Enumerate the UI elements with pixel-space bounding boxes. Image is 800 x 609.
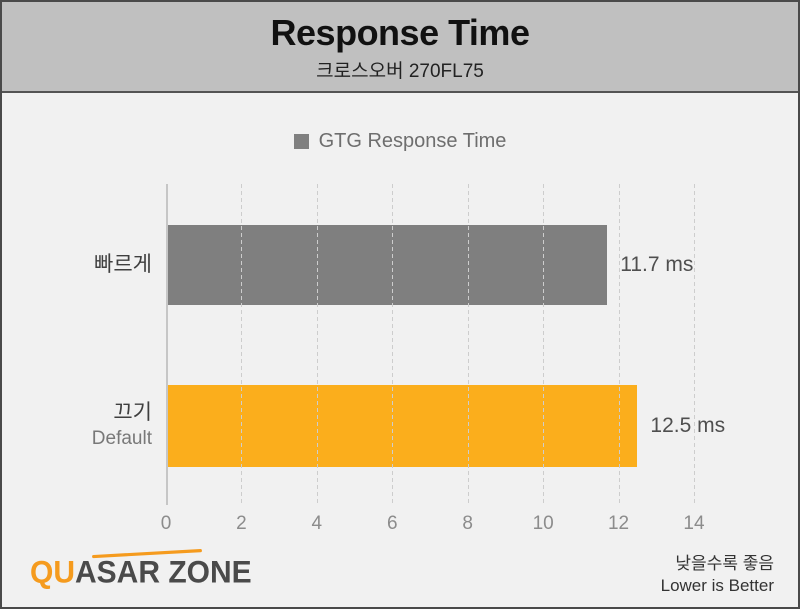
x-axis-line (166, 184, 168, 505)
bar (166, 225, 608, 305)
gridline-x-6 (392, 184, 394, 505)
bar-row: 빠르게 11.7 ms (94, 225, 694, 305)
x-tick-label: 10 (532, 513, 554, 534)
bar-row: 끄기 Default 12.5 ms (92, 385, 725, 467)
chart-legend: GTG Response Time (2, 130, 798, 153)
gridline-x-10 (543, 184, 545, 505)
category-sublabel: Default (91, 428, 152, 449)
x-tick-label: 8 (462, 513, 473, 534)
x-tick-label: 14 (683, 513, 705, 534)
x-tick-label: 6 (386, 513, 398, 534)
x-tick-label: 0 (160, 513, 172, 534)
x-tick-label: 12 (607, 513, 630, 534)
footer-note: 낮을수록 좋음 Lower is Better (661, 553, 774, 597)
category-label-main: 끄기 (113, 401, 152, 424)
footer-note-korean: 낮을수록 좋음 (675, 554, 774, 573)
x-tick-label: 4 (311, 513, 323, 534)
quasarzone-logo: QUASAR ZONE (30, 548, 252, 591)
gridline-x-8 (467, 184, 469, 505)
bar (166, 385, 638, 467)
legend-label: GTG Response Time (318, 130, 507, 152)
gridline-x-12 (618, 184, 620, 505)
footer-note-english: Lower is Better (660, 576, 774, 595)
category-label: 빠르게 (94, 253, 152, 276)
chart-header: Response Time 크로스오버 270FL75 (2, 2, 798, 93)
gridline-x-14 (694, 184, 695, 505)
logo-text-orange: QU (30, 555, 75, 590)
bar-value-label: 11.7 ms (620, 253, 694, 276)
page-title: Response Time (270, 12, 530, 53)
gridline-x-2 (241, 184, 243, 505)
gridline-x-4 (316, 184, 318, 505)
legend-swatch-icon (293, 134, 309, 149)
plot-area: 빠르게 11.7 ms 끄기 Default 12.5 ms 0 2 4 6 8 10 12 1… (92, 184, 725, 534)
category-label: 끄기 Default (6, 400, 152, 452)
logo-text-dark: ASAR ZONE (75, 555, 252, 590)
bar-value-label: 12.5 ms (650, 414, 726, 437)
page-subtitle: 크로스오버 270FL75 (316, 61, 484, 82)
x-tick-label: 2 (236, 513, 247, 534)
